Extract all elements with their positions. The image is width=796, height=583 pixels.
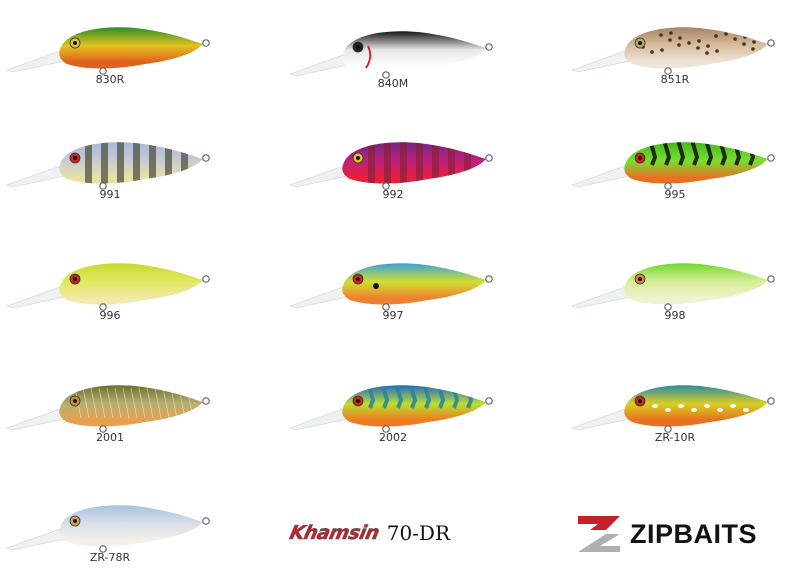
line-tie-ring — [767, 154, 775, 162]
hook-hanger-ring — [664, 182, 672, 190]
line-tie-ring — [202, 397, 210, 405]
lure-image — [571, 385, 775, 433]
lure-image — [289, 142, 493, 190]
lure-color-code: 996 — [99, 309, 121, 322]
lure-item[interactable]: 840M — [288, 24, 508, 104]
hook-hanger-ring — [664, 67, 672, 75]
lure-item[interactable]: 851R — [570, 20, 790, 100]
hook-hanger-ring — [382, 182, 390, 190]
lure-color-code: 995 — [664, 188, 686, 201]
lure-image — [289, 385, 493, 433]
hook-hanger-ring — [664, 303, 672, 311]
zipbaits-wordmark: ZIPBAITS — [630, 518, 758, 549]
line-tie-ring — [202, 275, 210, 283]
lure-body — [59, 505, 203, 547]
lure-image — [571, 27, 775, 75]
lure-item[interactable]: ZR-78R — [5, 498, 225, 578]
line-tie-ring — [202, 517, 210, 525]
hook-hanger-ring — [99, 67, 107, 75]
lure-image — [289, 31, 493, 79]
line-tie-ring — [202, 39, 210, 47]
zipbaits-z-icon — [578, 516, 620, 552]
lure-body — [59, 263, 203, 305]
line-tie-ring — [485, 43, 493, 51]
lure-body — [59, 27, 203, 69]
lure-color-code: ZR-10R — [654, 431, 696, 444]
line-tie-ring — [202, 154, 210, 162]
lure-image — [571, 263, 775, 311]
lure-body — [624, 385, 768, 427]
hook-hanger-ring — [382, 425, 390, 433]
lure-color-code: 2001 — [96, 431, 124, 444]
hook-hanger-ring — [99, 545, 107, 553]
lure-item[interactable]: 991 — [5, 135, 225, 215]
line-tie-ring — [485, 275, 493, 283]
line-tie-ring — [485, 154, 493, 162]
lure-image — [6, 385, 210, 433]
line-tie-ring — [767, 397, 775, 405]
hook-hanger-ring — [99, 303, 107, 311]
lure-color-code: 840M — [377, 77, 409, 90]
lure-color-code: 991 — [99, 188, 121, 201]
lure-image — [6, 27, 210, 75]
lure-item[interactable]: 992 — [288, 135, 508, 215]
lure-body — [342, 263, 486, 305]
lure-color-code: 851R — [660, 73, 690, 86]
lure-item[interactable]: 997 — [288, 256, 508, 336]
lure-body — [342, 31, 486, 73]
product-title: Khamsin 70-DR — [287, 518, 451, 548]
line-tie-ring — [485, 397, 493, 405]
lure-body — [624, 263, 768, 305]
lure-body — [624, 27, 768, 69]
lure-color-code: ZR-78R — [89, 551, 131, 564]
hook-hanger-ring — [382, 71, 390, 79]
zipbaits-logo: ZIPBAITS — [576, 514, 757, 554]
lure-item[interactable]: 830R — [5, 20, 225, 100]
lure-color-code: 997 — [382, 309, 404, 322]
lure-item[interactable]: ZR-10R — [570, 378, 790, 458]
lure-item[interactable]: 2001 — [5, 378, 225, 458]
lure-item[interactable]: 998 — [570, 256, 790, 336]
hook-hanger-ring — [99, 182, 107, 190]
lure-color-code: 992 — [382, 188, 404, 201]
lure-color-code: 2002 — [379, 431, 407, 444]
hook-hanger-ring — [99, 425, 107, 433]
lure-image — [571, 142, 775, 190]
line-tie-ring — [767, 275, 775, 283]
lure-image — [6, 263, 210, 311]
khamsin-logo: Khamsin — [287, 522, 382, 545]
line-tie-ring — [767, 39, 775, 47]
lure-image — [289, 263, 493, 311]
lure-image — [6, 142, 210, 190]
lure-item[interactable]: 2002 — [288, 378, 508, 458]
model-name: 70-DR — [386, 521, 451, 545]
lure-color-code: 998 — [664, 309, 686, 322]
lure-item[interactable]: 995 — [570, 135, 790, 215]
lure-body — [59, 385, 203, 427]
hook-hanger-ring — [664, 425, 672, 433]
lure-image — [6, 505, 210, 553]
hook-hanger-ring — [382, 303, 390, 311]
lure-color-code: 830R — [95, 73, 125, 86]
lure-item[interactable]: 996 — [5, 256, 225, 336]
